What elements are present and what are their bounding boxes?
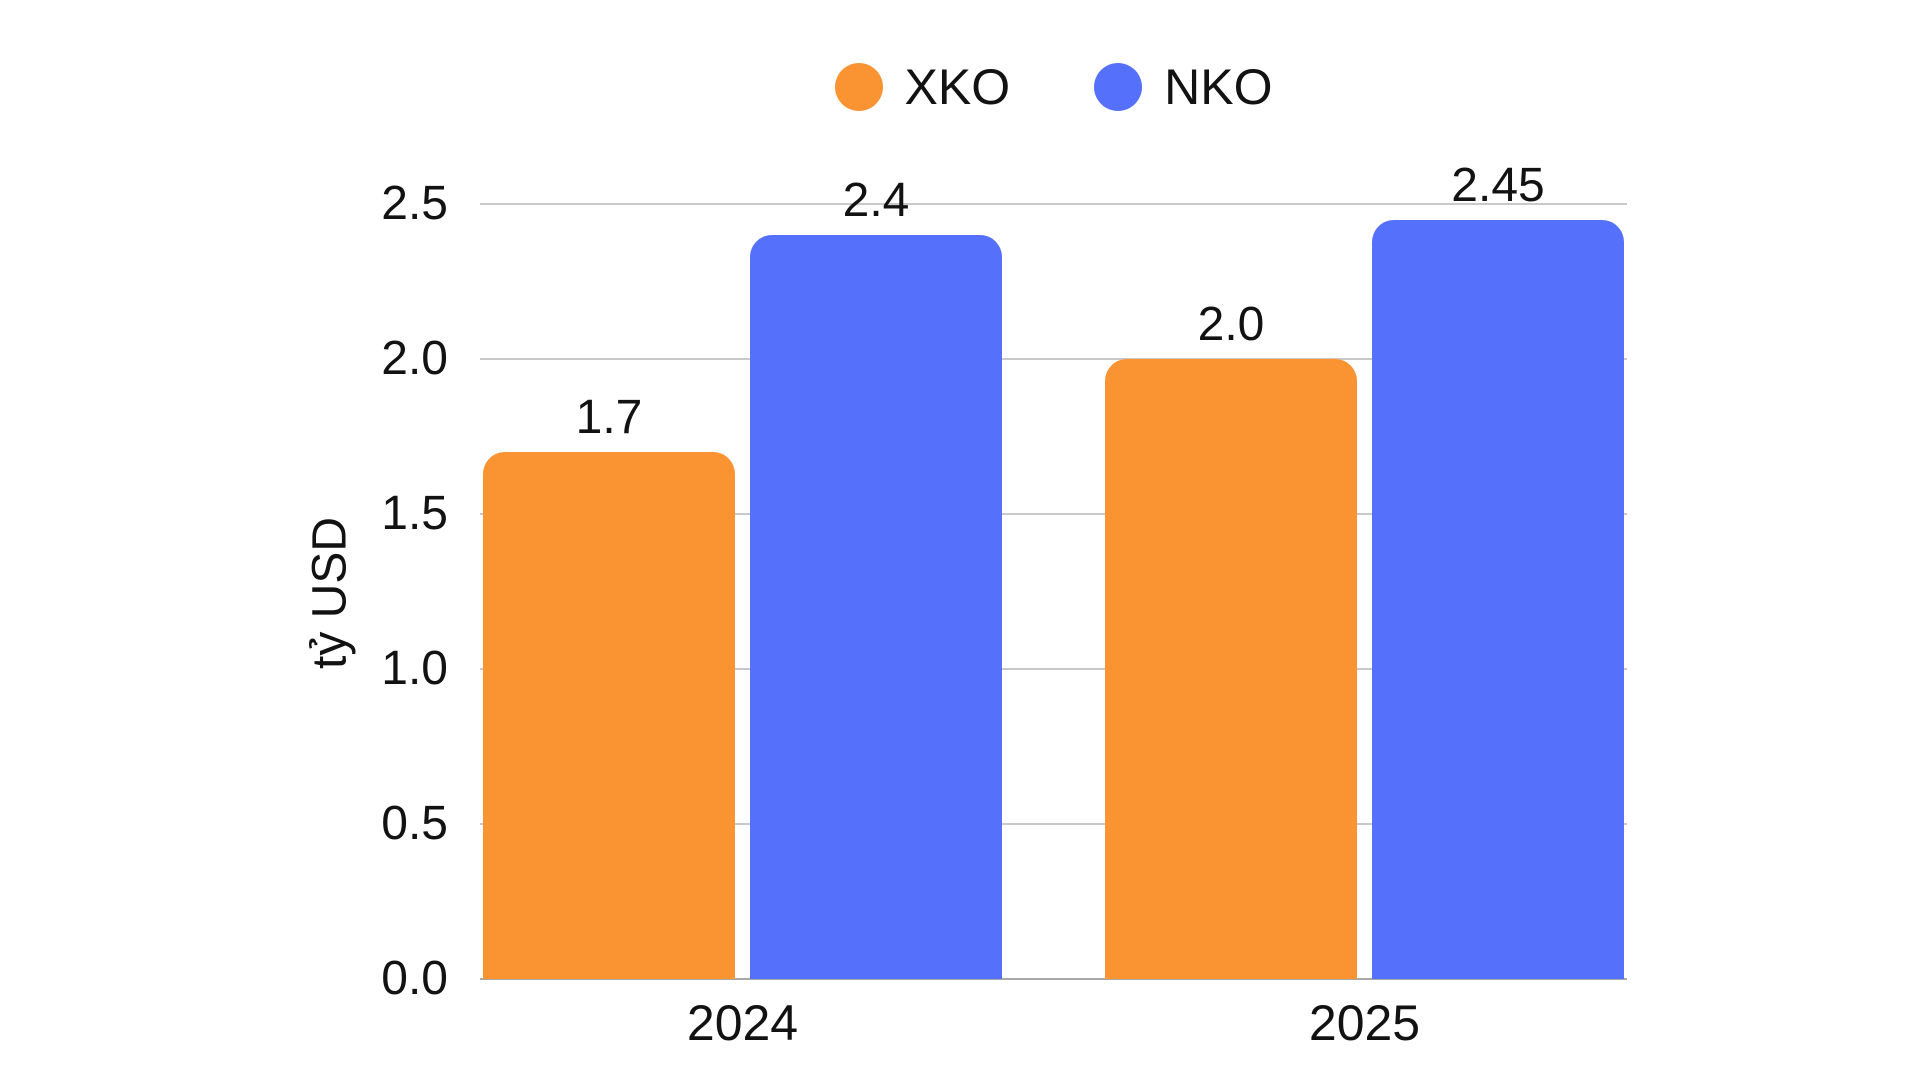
y-tick-label: 0.0 <box>381 952 448 1005</box>
y-tick-label: 1.5 <box>381 487 448 540</box>
x-tick-label: 2025 <box>1308 995 1421 1051</box>
legend-item-nko: NKO <box>1094 59 1272 115</box>
bar-nko-2025 <box>1372 219 1624 979</box>
bar-value-label: 2.0 <box>1197 298 1265 351</box>
y-tick-label: 0.5 <box>381 797 448 850</box>
bar-xko-2024 <box>483 452 735 979</box>
legend-item-xko: XKO <box>834 59 1011 115</box>
legend: XKO NKO <box>480 55 1627 119</box>
plot-area: 1.7 2.4 2.0 2.45 <box>480 159 1627 980</box>
y-tick-label: 2.0 <box>381 332 448 385</box>
legend-dot-nko-icon <box>1094 63 1143 111</box>
x-axis-line <box>480 978 1627 980</box>
y-tick-label: 2.5 <box>381 177 448 230</box>
gridline <box>480 513 1627 515</box>
legend-dot-xko-icon <box>834 63 883 111</box>
bar-xko-2025 <box>1105 359 1357 979</box>
gridline <box>480 203 1627 205</box>
gridline <box>480 823 1627 825</box>
bar-value-label: 1.7 <box>575 391 643 444</box>
legend-label: NKO <box>1164 59 1273 115</box>
bar-value-label: 2.45 <box>1451 158 1545 212</box>
legend-label: XKO <box>904 59 1011 115</box>
y-tick-label: 1.0 <box>381 642 448 695</box>
x-tick-label: 2024 <box>686 995 799 1051</box>
bar-nko-2024 <box>750 235 1002 979</box>
gridline <box>480 358 1627 360</box>
bar-value-label: 2.4 <box>842 174 910 227</box>
gridline <box>480 668 1627 670</box>
